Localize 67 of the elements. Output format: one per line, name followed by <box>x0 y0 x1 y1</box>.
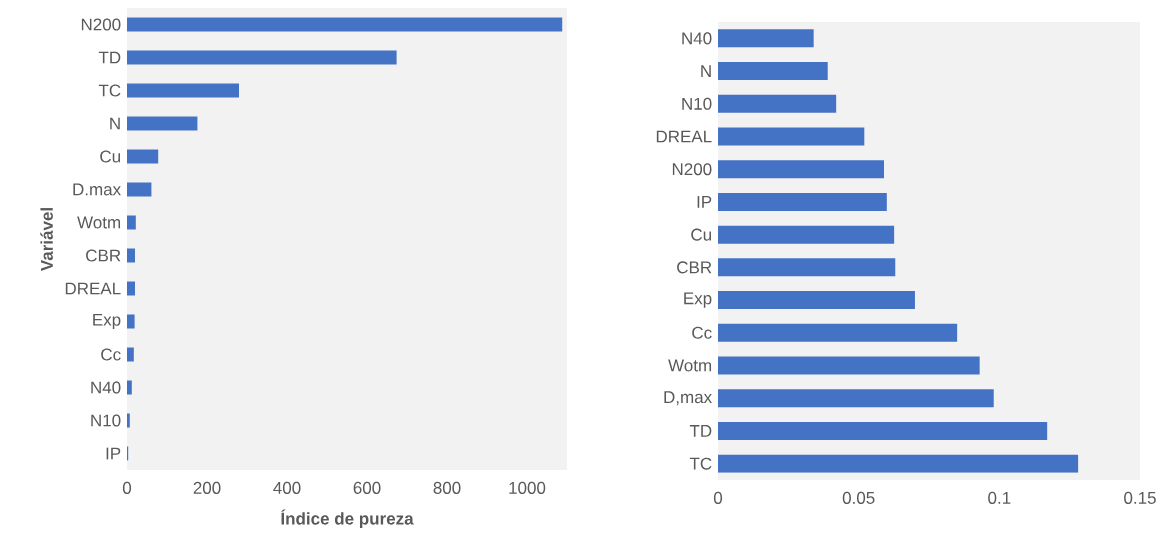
x-tick-label: 0 <box>122 481 132 494</box>
y-tick-label: TC <box>689 457 712 470</box>
y-tick-label: Wotm <box>77 216 121 229</box>
x-tick-label: 400 <box>273 481 301 494</box>
bar <box>718 454 1079 473</box>
x-tick-label: 0.1 <box>988 491 1011 504</box>
y-tick-label: DREAL <box>656 130 712 143</box>
bar <box>718 258 896 277</box>
bar <box>718 62 828 81</box>
bar <box>127 314 135 329</box>
y-tick-label: Exp <box>93 313 121 330</box>
bar <box>718 323 958 342</box>
y-tick-label: N40 <box>91 381 121 394</box>
x-tick-label: 200 <box>193 481 221 494</box>
y-axis-title: Variável <box>40 208 53 272</box>
y-tick-label: N10 <box>91 414 121 427</box>
x-tick-label: 0.15 <box>1124 491 1156 504</box>
bar <box>127 215 136 230</box>
y-tick-label: D.max <box>73 183 121 196</box>
bar <box>718 127 865 146</box>
bar <box>127 248 135 263</box>
bar <box>718 94 837 113</box>
bar <box>127 380 132 395</box>
y-tick-label: TC <box>98 84 121 97</box>
bar <box>718 421 1048 440</box>
x-tick-label: 1000 <box>509 481 546 494</box>
y-tick-label: DREAL <box>65 282 121 295</box>
y-tick-label: Exp <box>684 292 712 308</box>
bar <box>127 50 397 65</box>
y-tick-label: Cu <box>691 228 712 241</box>
y-tick-label: N10 <box>682 97 712 110</box>
y-tick-label: IP <box>106 447 121 460</box>
x-axis-title: Índice de pureza <box>281 509 414 529</box>
y-tick-label: IP <box>697 196 712 208</box>
y-tick-label: TD <box>98 51 121 64</box>
y-tick-label: N200 <box>81 18 121 31</box>
bar <box>718 356 980 375</box>
y-tick-label: Wotm <box>668 359 712 372</box>
y-tick-label: D,max <box>664 391 712 406</box>
x-tick-label: 0.05 <box>842 491 875 504</box>
x-tick-label: 0 <box>713 491 723 504</box>
bar <box>127 413 130 428</box>
y-tick-label: N <box>110 117 120 130</box>
bar <box>127 83 239 98</box>
bar <box>127 17 563 32</box>
y-tick-label: CBR <box>677 261 712 274</box>
x-tick-label: 800 <box>433 481 461 494</box>
bar <box>718 389 994 408</box>
bar <box>127 281 135 296</box>
y-tick-label: CBR <box>86 249 121 262</box>
bar <box>127 116 198 131</box>
bar <box>127 347 134 362</box>
bar <box>718 160 884 179</box>
bar <box>127 182 152 197</box>
bar <box>718 192 887 211</box>
bar <box>718 29 814 48</box>
y-tick-label: TD <box>689 425 712 437</box>
bar <box>718 291 915 310</box>
y-tick-label: N200 <box>672 163 712 176</box>
y-tick-label: Cc <box>101 348 121 361</box>
x-tick-label: 600 <box>353 481 381 494</box>
bar <box>127 149 159 164</box>
y-tick-label: Cc <box>692 326 712 339</box>
y-tick-label: Cu <box>100 150 121 163</box>
bar <box>718 225 895 244</box>
y-tick-label: N40 <box>682 32 712 45</box>
y-tick-label: N <box>701 65 711 77</box>
